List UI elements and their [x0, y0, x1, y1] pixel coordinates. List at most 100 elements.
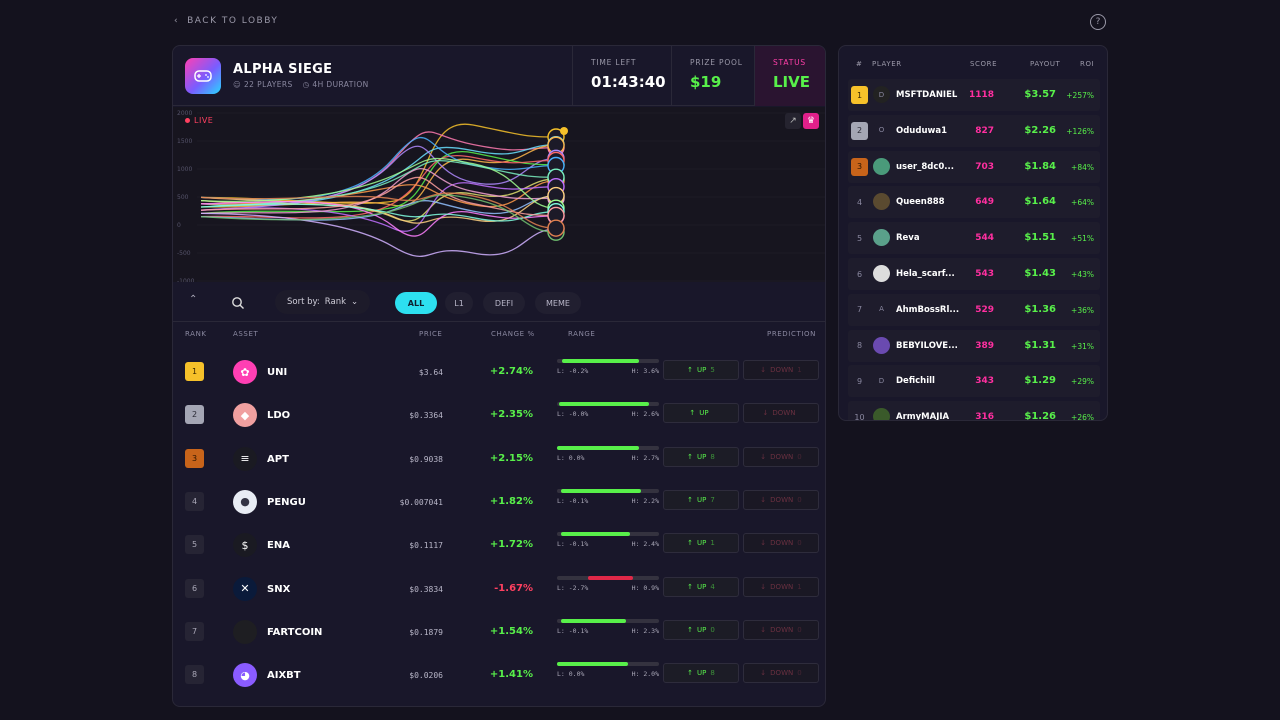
arrow-down-icon: ↓ — [760, 582, 767, 591]
player-name: Defichill — [896, 376, 935, 387]
predict-down-button[interactable]: ↓ DOWN 0 — [743, 663, 819, 684]
asset-change: -1.67% — [494, 582, 533, 594]
aixbt-logo-icon: ◕ — [233, 663, 257, 688]
lb-rank: 6 — [856, 269, 863, 279]
range-low: L: -0.1% — [557, 540, 589, 549]
predict-up-button[interactable]: ↑ UP 8 — [663, 663, 739, 684]
y-tick-label: -1000 — [177, 278, 195, 282]
player-avatar-marker[interactable] — [547, 219, 565, 237]
up-count: 0 — [710, 625, 715, 634]
asset-change: +2.35% — [489, 409, 533, 421]
filter-defi[interactable]: DEFI — [483, 292, 525, 314]
down-label: DOWN — [770, 452, 794, 461]
sort-label: Sort by: — [287, 297, 320, 307]
up-label: UP — [697, 366, 707, 374]
race-chart-svg: 2000 1500 1000 500 0 -500 -1000 — [177, 110, 825, 285]
players-label: 22 PLAYERS — [244, 80, 293, 89]
arrow-down-icon: ↓ — [760, 625, 767, 634]
player-roi: +43% — [1071, 270, 1094, 279]
lb-col-payout: PAYOUT — [1030, 60, 1061, 68]
table-row[interactable]: 6 ✕ SNX $0.3834 -1.67% L: -2.7% H: 0.9% ↑ UP 4 ↓ DO… — [173, 569, 825, 612]
predict-up-button[interactable]: ↑ UP 1 — [663, 533, 739, 554]
gamepad-icon — [185, 58, 221, 94]
predict-down-button[interactable]: ↓ DOWN 0 — [743, 489, 819, 510]
chevron-up-icon: ⌃ — [189, 294, 198, 305]
predict-down-button[interactable]: ↓ DOWN 1 — [743, 360, 819, 380]
trend-view-button[interactable]: ↗ — [785, 113, 801, 129]
asset-price: $0.007041 — [399, 497, 443, 507]
leaderboard-row[interactable]: 8 BEBYILOVE... 389 $1.31 +31% — [848, 329, 1100, 362]
filter-all[interactable]: ALL — [395, 292, 437, 314]
player-score: 827 — [975, 125, 994, 136]
game-meta: ☺ 22 PLAYERS ◷ 4H DURATION — [233, 80, 369, 89]
prize-pool-stat: PRIZE POOL $19 — [671, 46, 755, 106]
lb-col-score: SCORE — [970, 60, 998, 68]
trophy-icon: ♛ — [806, 116, 816, 126]
leaderboard-row[interactable]: 2 O Oduduwa1 827 $2.26 +126% — [848, 114, 1100, 147]
trophy-view-button[interactable]: ♛ — [803, 113, 819, 129]
asset-name: LDO — [267, 410, 291, 422]
leaderboard-row[interactable]: 7 A AhmBossRl... 529 $1.36 +36% — [848, 293, 1100, 326]
up-label: UP — [697, 495, 707, 504]
predict-up-button[interactable]: ↑ UP 8 — [663, 446, 739, 467]
range-high: H: 2.7% — [631, 453, 659, 462]
predict-up-button[interactable]: ↑ UP 5 — [663, 360, 739, 380]
sort-dropdown[interactable]: Sort by: Rank ⌄ — [275, 290, 371, 314]
range-bar: L: -0.1% H: 2.3% — [557, 618, 659, 641]
leaderboard-row[interactable]: 3 user_8dc0... 703 $1.84 +84% — [848, 150, 1100, 183]
lb-rank: 7 — [856, 305, 863, 315]
player-roi: +26% — [1071, 413, 1094, 421]
table-row[interactable]: 1 ✿ UNI $3.64 +2.74% L: -0.2% H: 3.6% ↑ UP 5 ↓ DOWN… — [173, 352, 825, 395]
leaderboard-row[interactable]: 5 Reva 544 $1.51 +51% — [848, 222, 1100, 255]
rank-badge: 1 — [185, 362, 204, 381]
collapse-button[interactable]: ⌃ — [189, 294, 203, 308]
player-line — [200, 176, 557, 217]
predict-down-button[interactable]: ↓ DOWN 0 — [743, 619, 819, 640]
asset-change: +1.82% — [489, 495, 533, 507]
help-button[interactable]: ? — [1090, 14, 1106, 30]
rank-badge: 7 — [185, 621, 204, 641]
range-high: H: 2.2% — [631, 496, 659, 505]
table-row[interactable]: 4 ● PENGU $0.007041 +1.82% L: -0.1% H: 2.2% ↑ UP… — [173, 482, 825, 525]
search-button[interactable] — [231, 295, 245, 309]
predict-down-button[interactable]: ↓ DOWN 1 — [743, 576, 819, 597]
table-row[interactable]: 8 ◕ AIXBT $0.0206 +1.41% L: 0.0% H: 2.0% ↑ UP 8 ↓ D… — [173, 655, 825, 698]
predict-down-button[interactable]: ↓ DOWN 0 — [743, 446, 819, 467]
predict-up-button[interactable]: ↑ UP — [663, 403, 739, 424]
y-tick-label: 2000 — [177, 110, 192, 117]
leaderboard-row[interactable]: 1 D MSFTDANIEL 1118 $3.57 +257% — [848, 79, 1100, 111]
range-low: L: 0.0% — [557, 670, 585, 679]
arrow-up-icon: ↑ — [687, 539, 694, 548]
predict-up-button[interactable]: ↑ UP 0 — [663, 619, 739, 640]
time-left-value: 01:43:40 — [591, 73, 666, 91]
filter-meme[interactable]: MEME — [535, 292, 581, 314]
up-label: UP — [697, 625, 707, 634]
predict-up-button[interactable]: ↑ UP 4 — [663, 576, 739, 597]
filter-l1[interactable]: L1 — [445, 292, 473, 314]
leaderboard-row[interactable]: 4 Queen888 649 $1.64 +64% — [848, 186, 1100, 219]
live-dot — [185, 118, 190, 123]
table-row[interactable]: 5 $ ENA $0.1117 +1.72% L: -0.1% H: 2.4% ↑ UP 1 ↓ DO… — [173, 525, 825, 568]
table-row[interactable]: 2 ◆ LDO $0.3364 +2.35% L: -0.0% H: 2.6% ↑ UP ↓ DOW… — [173, 395, 825, 438]
player-name: user_8dc0... — [896, 161, 954, 172]
range-fill — [561, 532, 631, 537]
col-price: PRICE — [419, 330, 443, 338]
prize-label: PRIZE POOL — [690, 58, 743, 67]
back-to-lobby-link[interactable]: ‹ BACK TO LOBBY — [174, 16, 278, 26]
predict-down-button[interactable]: ↓ DOWN 0 — [743, 533, 819, 554]
lb-rank: 10 — [854, 412, 865, 421]
down-count: 0 — [797, 495, 802, 504]
down-count: 1 — [797, 582, 802, 591]
leaderboard-row[interactable]: 10 ArmyMAJIA 316 $1.26 +26% — [848, 401, 1100, 421]
rank-badge: 4 — [185, 491, 204, 511]
predict-down-button[interactable]: ↓ DOWN — [743, 403, 819, 424]
asset-price: $0.9038 — [409, 454, 443, 464]
y-tick-label: 1000 — [177, 166, 192, 173]
table-row[interactable]: 7 FARTCOIN $0.1879 +1.54% L: -0.1% H: 2.3% ↑ UP… — [173, 612, 825, 655]
status-stat: STATUS LIVE — [754, 46, 825, 106]
leaderboard-row[interactable]: 9 D Defichill 343 $1.29 +29% — [848, 365, 1100, 398]
range-high: H: 2.0% — [631, 670, 659, 679]
table-row[interactable]: 3 ≡ APT $0.9038 +2.15% L: 0.0% H: 2.7% ↑ UP 8 ↓ DOW… — [173, 439, 825, 482]
predict-up-button[interactable]: ↑ UP 7 — [663, 489, 739, 510]
leaderboard-row[interactable]: 6 Hela_scarf... 543 $1.43 +43% — [848, 258, 1100, 290]
